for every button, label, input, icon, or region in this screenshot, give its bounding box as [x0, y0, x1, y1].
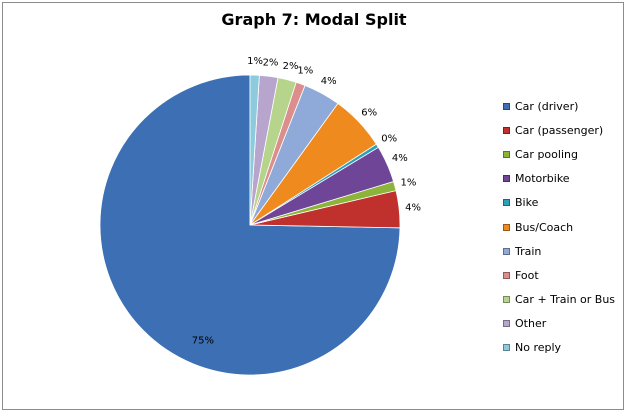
legend-label: Bus/Coach	[515, 220, 574, 234]
legend-item-motorbike: Motorbike	[503, 167, 615, 191]
legend-item-car-pooling: Car pooling	[503, 142, 615, 166]
data-label-car-pooling: 1%	[400, 177, 416, 188]
legend-item-other: Other	[503, 312, 615, 336]
legend-item-car-passenger: Car (passenger)	[503, 118, 615, 142]
legend-label: Bike	[515, 196, 539, 210]
legend-label: Motorbike	[515, 172, 570, 186]
data-label-car-train-or-bus: 2%	[283, 61, 299, 72]
legend-label: Other	[515, 317, 547, 331]
chart-legend: Car (driver) Car (passenger) Car pooling Mo…	[503, 94, 615, 360]
legend-label: Car pooling	[515, 147, 578, 161]
legend-label: Car (driver)	[515, 99, 579, 113]
legend-swatch	[503, 247, 510, 255]
data-label-no-reply: 1%	[247, 56, 263, 67]
legend-swatch	[503, 344, 510, 352]
chart-title: Graph 7: Modal Split	[221, 10, 407, 29]
legend-item-bus-coach: Bus/Coach	[503, 215, 615, 239]
data-label-bike: 0%	[381, 133, 397, 144]
legend-swatch	[503, 102, 510, 110]
data-label-other: 2%	[263, 57, 279, 68]
data-label-car-passenger: 4%	[405, 203, 421, 214]
legend-item-train: Train	[503, 239, 615, 263]
data-label-car-driver: 75%	[192, 335, 214, 346]
data-label-bus-coach: 6%	[361, 107, 377, 118]
legend-label: Car (passenger)	[515, 123, 604, 137]
legend-item-no-reply: No reply	[503, 336, 615, 360]
legend-label: Train	[515, 244, 542, 258]
legend-swatch	[503, 296, 510, 304]
legend-label: No reply	[515, 341, 562, 355]
data-label-foot: 1%	[297, 66, 313, 77]
pie-slice-no-reply	[249, 74, 260, 226]
legend-swatch	[503, 223, 510, 231]
data-label-train: 4%	[321, 76, 337, 87]
legend-item-car-driver: Car (driver)	[503, 94, 615, 118]
legend-swatch	[503, 271, 510, 279]
legend-item-foot: Foot	[503, 263, 615, 287]
legend-swatch	[503, 126, 510, 134]
legend-label: Car + Train or Bus	[515, 293, 616, 307]
legend-item-car-train-or-bus: Car + Train or Bus	[503, 288, 615, 312]
legend-swatch	[503, 150, 510, 158]
legend-item-bike: Bike	[503, 191, 615, 215]
legend-label: Foot	[515, 268, 539, 282]
legend-swatch	[503, 175, 510, 183]
data-label-motorbike: 4%	[392, 153, 408, 164]
legend-swatch	[503, 320, 510, 328]
legend-swatch	[503, 199, 510, 207]
